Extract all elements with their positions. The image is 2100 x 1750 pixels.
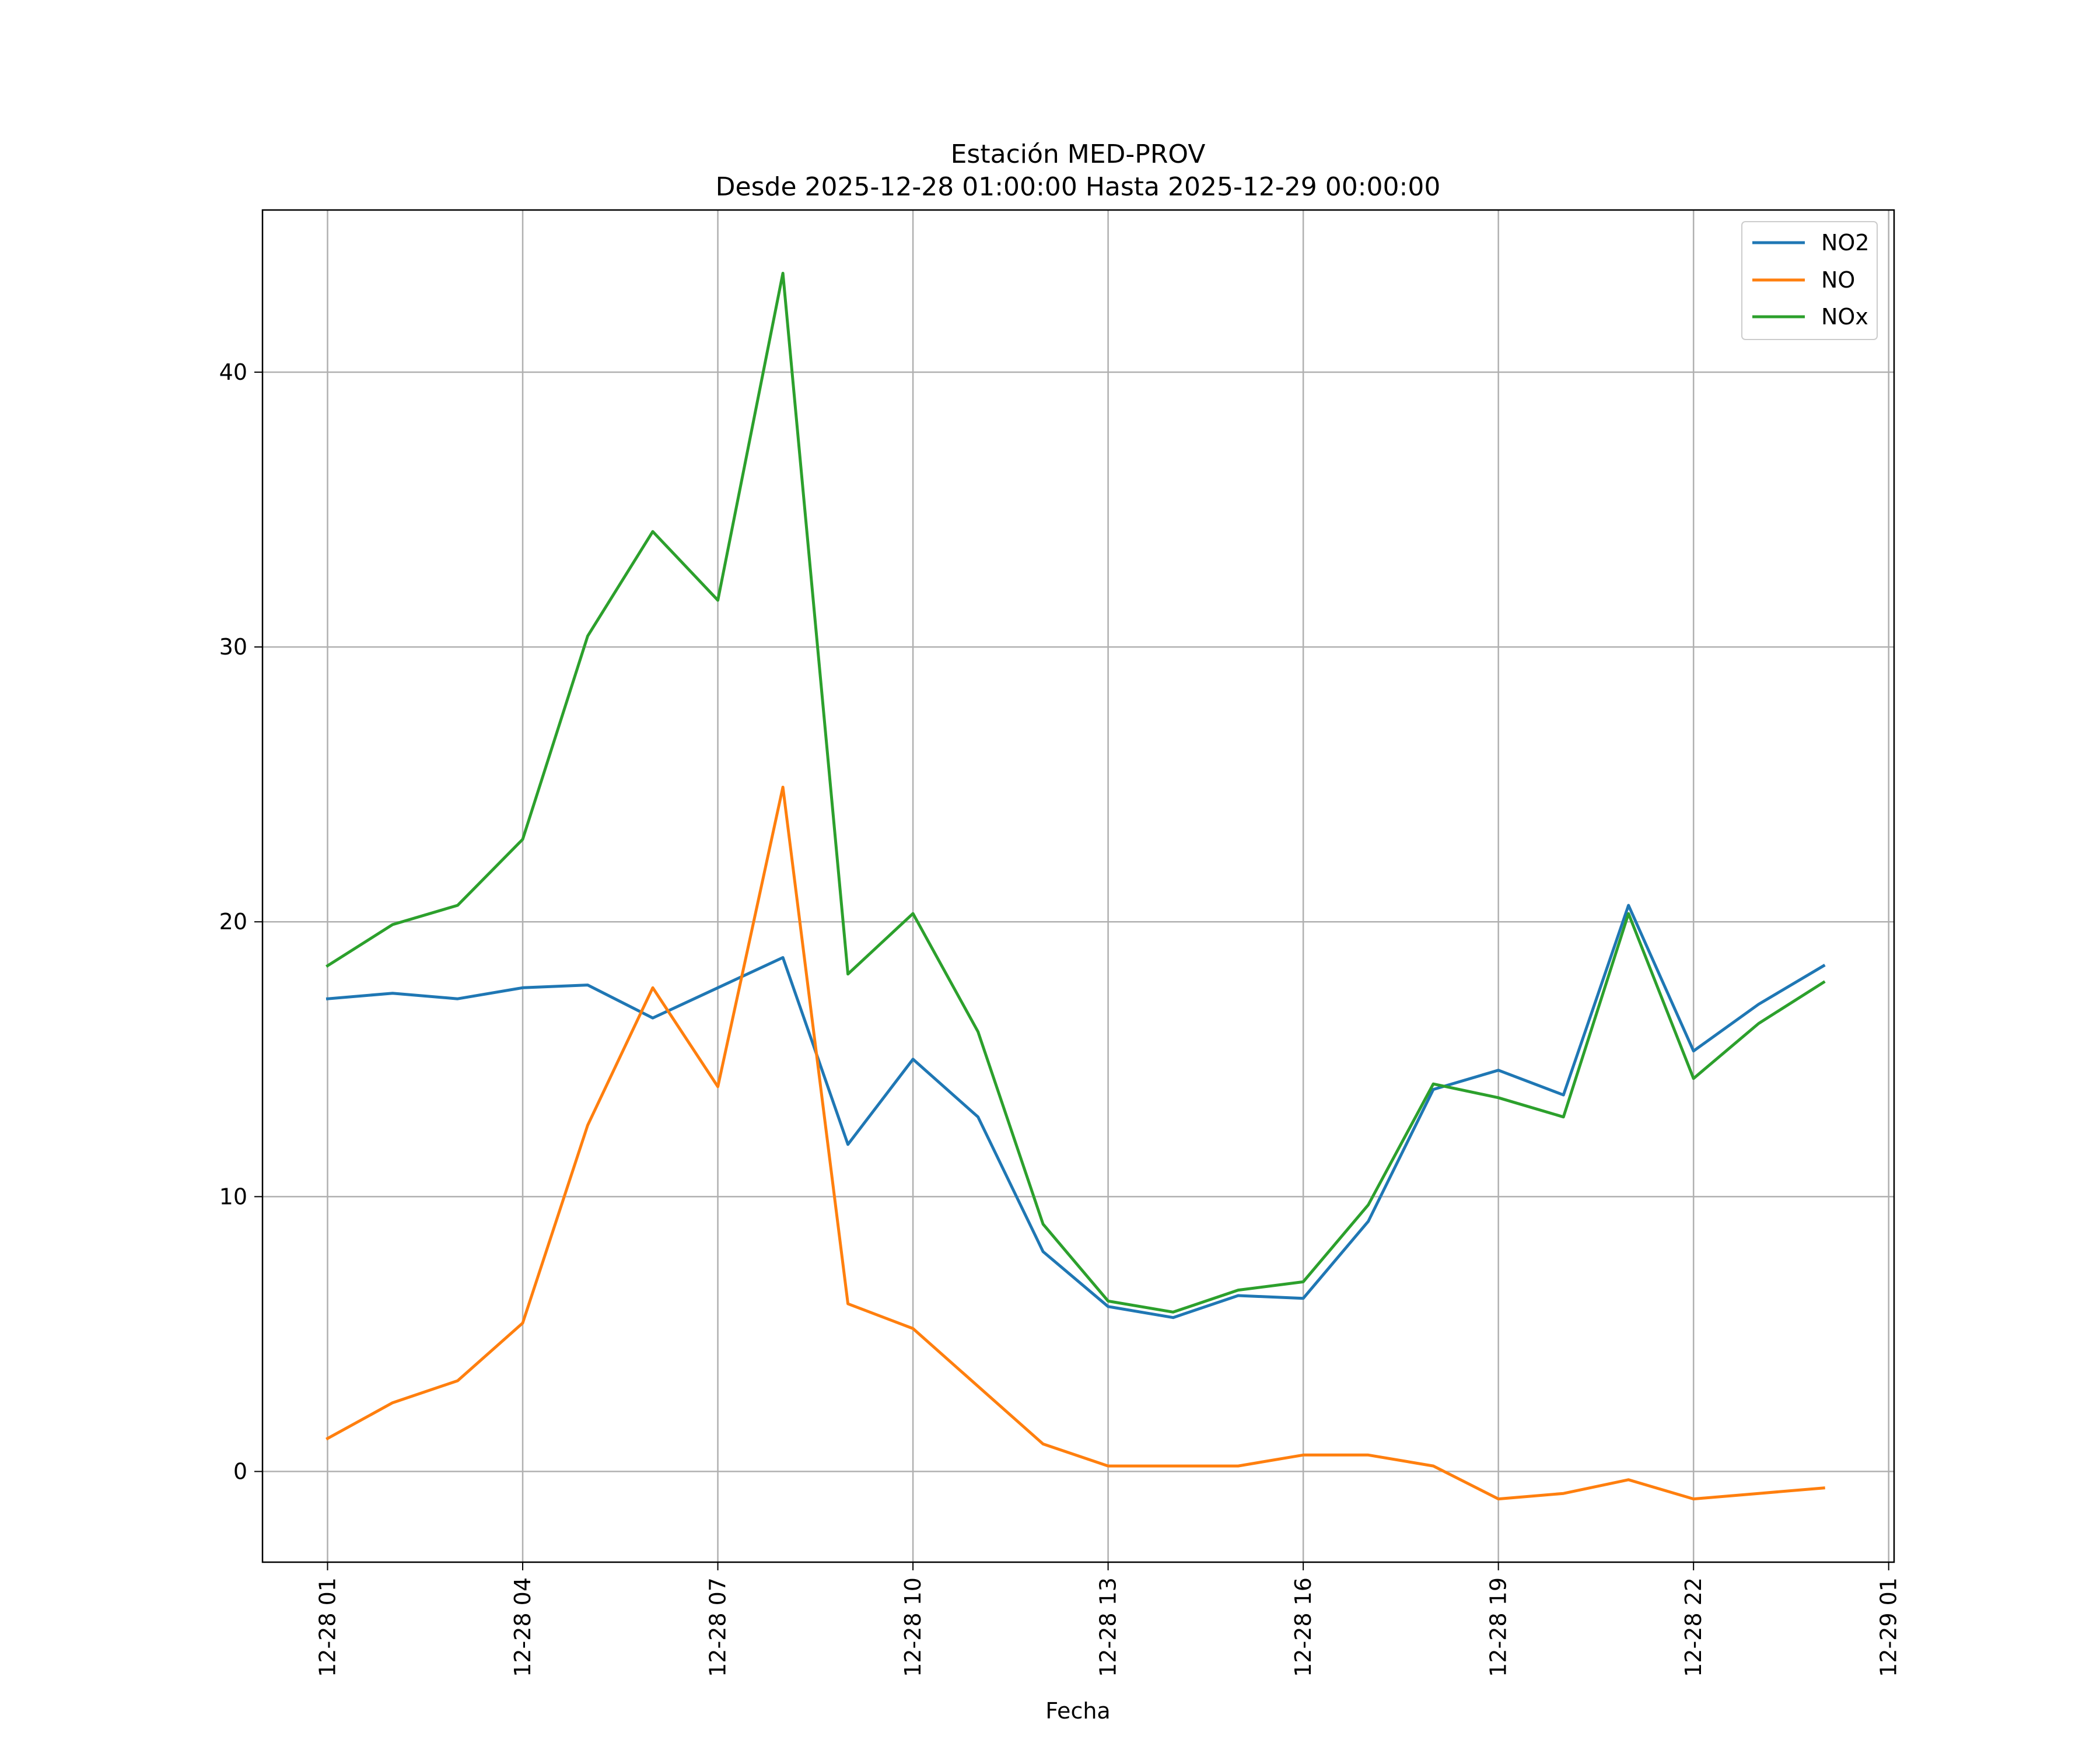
y-tick-label-10: 10 (219, 1184, 247, 1209)
y-tick-label-0: 0 (233, 1459, 247, 1485)
x-tick-label-12-28-13: 12-28 13 (1096, 1577, 1121, 1677)
grid (262, 210, 1894, 1562)
legend: NO2 NO NOx (1741, 221, 1878, 340)
series-line-nox (326, 271, 1826, 1314)
y-tick-label-30: 30 (219, 634, 247, 660)
x-tick-label-12-28-22: 12-28 22 (1681, 1577, 1706, 1677)
axis-ticks: 12-28 01 12-28 04 12-28 07 12-28 10 12-28 13… (219, 359, 1902, 1677)
legend-label-no: NO (1821, 267, 1855, 293)
x-tick-label-12-28-19: 12-28 19 (1486, 1577, 1511, 1677)
y-tick-label-40: 40 (219, 359, 247, 385)
x-axis-label: Fecha (1045, 1698, 1110, 1724)
plot-frame (261, 209, 1895, 1563)
legend-label-no2: NO2 (1821, 230, 1870, 256)
y-tick-label-20: 20 (219, 909, 247, 935)
x-tick-label-12-28-10: 12-28 10 (900, 1577, 926, 1677)
series-line-no2 (326, 904, 1826, 1320)
legend-box (1741, 221, 1878, 340)
legend-label-nox: NOx (1821, 304, 1868, 330)
x-tick-label-12-28-16: 12-28 16 (1290, 1577, 1316, 1677)
x-tick-label-12-28-04: 12-28 04 (510, 1577, 536, 1677)
chart-title: Estación MED-PROV (951, 139, 1206, 169)
series-group (326, 271, 1826, 1501)
chart-subtitle: Desde 2025-12-28 01:00:00 Hasta 2025-12-… (716, 172, 1441, 202)
x-tick-label-12-28-07: 12-28 07 (705, 1577, 731, 1677)
x-tick-label-12-29-01: 12-29 01 (1876, 1577, 1902, 1677)
x-tick-label-12-28-01: 12-28 01 (315, 1577, 341, 1677)
series-line-no (326, 785, 1825, 1501)
